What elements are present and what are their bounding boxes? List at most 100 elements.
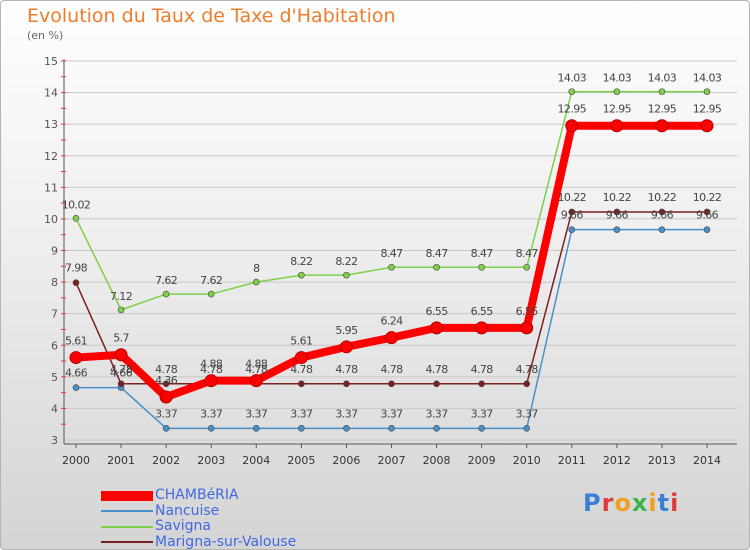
data-point xyxy=(162,380,170,388)
data-point xyxy=(568,226,576,233)
data-point xyxy=(613,88,621,95)
data-label: 12.95 xyxy=(558,103,587,116)
data-point xyxy=(207,290,215,298)
data-point xyxy=(703,208,711,216)
legend-swatch-nancuise xyxy=(101,510,153,513)
x-tick-label: 2005 xyxy=(287,454,315,467)
data-point xyxy=(658,208,666,216)
logo-letter: t xyxy=(657,489,671,517)
data-label: 4.78 xyxy=(245,363,268,376)
data-label: 4.78 xyxy=(380,363,403,376)
data-point xyxy=(475,321,489,335)
data-label: 8.47 xyxy=(471,247,494,260)
data-point xyxy=(523,263,531,271)
data-point xyxy=(114,348,128,362)
logo-letter: i xyxy=(648,489,658,517)
data-label: 14.03 xyxy=(648,72,677,85)
x-tick-label: 2003 xyxy=(197,454,225,467)
data-label: 8.47 xyxy=(380,247,403,260)
data-label: 12.95 xyxy=(603,103,632,116)
data-label: 10.22 xyxy=(603,191,632,204)
data-label: 7.62 xyxy=(200,274,222,287)
y-tick-label: 11 xyxy=(44,181,58,194)
data-label: 4.78 xyxy=(290,363,313,376)
data-label: 3.37 xyxy=(245,407,268,420)
data-label: 10.02 xyxy=(62,198,91,211)
data-point xyxy=(388,425,395,432)
y-tick-label: 6 xyxy=(51,339,58,352)
data-label: 10.22 xyxy=(558,191,587,204)
data-point xyxy=(658,88,666,95)
data-point xyxy=(343,425,350,432)
x-tick-label: 2004 xyxy=(242,454,270,467)
logo-letter: P xyxy=(583,489,602,517)
data-point xyxy=(478,425,485,432)
data-point xyxy=(613,226,621,233)
data-label: 14.03 xyxy=(603,72,632,85)
data-label: 3.37 xyxy=(155,407,178,420)
data-label: 3.37 xyxy=(380,407,403,420)
data-label: 4.78 xyxy=(426,363,449,376)
data-point xyxy=(298,380,305,388)
data-point xyxy=(478,380,485,388)
proxiti-logo: Proxiti xyxy=(583,489,679,517)
data-label: 8.47 xyxy=(516,247,539,260)
y-tick-label: 8 xyxy=(51,276,58,289)
data-point xyxy=(252,425,260,432)
data-point xyxy=(388,380,395,388)
data-label: 14.03 xyxy=(558,72,587,85)
data-label: 4.66 xyxy=(65,367,88,380)
data-label: 7.62 xyxy=(155,274,177,287)
data-label: 4.78 xyxy=(110,363,133,376)
data-point xyxy=(610,119,624,133)
data-point xyxy=(568,208,576,216)
legend-swatch-savigna xyxy=(101,525,153,528)
data-label: 10.22 xyxy=(693,191,722,204)
data-point xyxy=(385,331,398,345)
data-point xyxy=(433,380,440,388)
data-label: 8.47 xyxy=(426,247,449,260)
data-point xyxy=(433,263,440,271)
data-point xyxy=(249,374,263,388)
data-point xyxy=(72,279,80,287)
data-label: 9.66 xyxy=(606,209,629,222)
data-label: 4.78 xyxy=(155,363,178,376)
x-tick-label: 2001 xyxy=(107,454,135,467)
data-point xyxy=(69,351,83,365)
data-label: 9.66 xyxy=(561,209,584,222)
data-label: 7.98 xyxy=(65,262,88,275)
data-label: 5.61 xyxy=(290,335,312,348)
data-point xyxy=(703,88,711,95)
data-point xyxy=(658,226,666,233)
data-label: 8.22 xyxy=(335,255,357,268)
y-tick-label: 9 xyxy=(51,245,58,258)
data-point xyxy=(298,425,305,432)
data-label: 12.95 xyxy=(648,103,677,116)
logo-letter: o xyxy=(614,489,632,517)
data-point xyxy=(655,119,669,133)
data-point xyxy=(204,374,218,388)
data-point xyxy=(568,88,576,95)
data-label: 4.36 xyxy=(155,374,178,387)
legend-label-marigna: Marigna-sur-Valouse xyxy=(155,533,297,550)
y-tick-label: 7 xyxy=(51,308,58,321)
data-label: 6.55 xyxy=(471,305,494,318)
y-tick-label: 14 xyxy=(44,87,58,100)
data-point xyxy=(72,214,80,222)
data-label: 6.55 xyxy=(426,305,449,318)
data-point xyxy=(252,278,260,286)
data-label: 4.78 xyxy=(335,363,358,376)
data-label: 3.37 xyxy=(471,407,494,420)
data-point xyxy=(207,425,215,432)
logo-letter: x xyxy=(631,489,649,517)
y-tick-label: 13 xyxy=(44,118,58,131)
data-label: 4.88 xyxy=(245,358,268,371)
data-label: 6.24 xyxy=(380,315,403,328)
data-point xyxy=(343,271,350,279)
data-point xyxy=(117,306,125,314)
data-label: 5.61 xyxy=(65,335,87,348)
data-point xyxy=(339,340,353,354)
data-label: 7.12 xyxy=(110,290,132,303)
x-tick-label: 2011 xyxy=(558,454,586,467)
